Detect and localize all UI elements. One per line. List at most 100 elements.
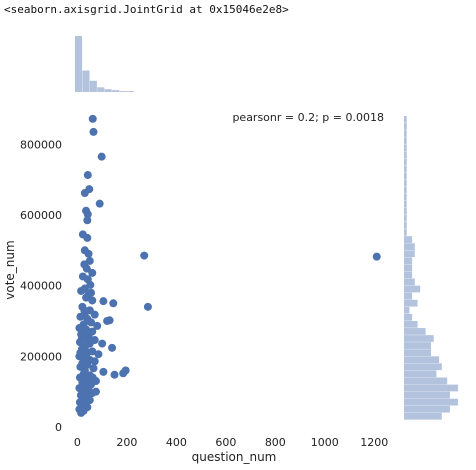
data-point: [90, 357, 99, 366]
marginal-y-bar: [404, 370, 437, 378]
marginal-x-bar: [89, 80, 97, 92]
scatter-points: [75, 114, 381, 417]
marginal-y-bar: [404, 186, 407, 194]
marginal-x-bar: [97, 87, 105, 92]
marginal-y-bar: [404, 377, 448, 385]
marginal-y-bar: [404, 236, 413, 243]
data-point: [88, 268, 97, 277]
marginal-y-bar: [404, 250, 415, 258]
marginal-y-bar: [404, 391, 450, 399]
marginal-y-bar: [404, 257, 413, 265]
y-tick-label: 0: [55, 421, 62, 434]
marginal-x-histogram: [74, 36, 135, 92]
data-point: [82, 264, 91, 273]
data-point: [143, 302, 152, 311]
data-point: [77, 408, 86, 417]
marginal-y-bar: [404, 151, 407, 159]
x-axis-label: question_num: [192, 450, 277, 464]
data-point: [82, 293, 91, 302]
data-point: [95, 199, 104, 208]
marginal-y-bar: [404, 137, 407, 144]
marginal-y-bar: [404, 207, 407, 215]
marginal-y-bar: [404, 214, 407, 222]
marginal-x-bar: [82, 70, 90, 92]
marginal-x-bar: [119, 91, 127, 92]
data-point: [103, 316, 112, 325]
marginal-y-bar: [404, 165, 407, 173]
data-point: [90, 310, 99, 319]
marginal-y-bar: [404, 320, 418, 328]
pearson-annotation: pearsonr = 0.2; p = 0.0018: [232, 111, 384, 124]
data-point: [83, 171, 92, 180]
marginal-y-bar: [404, 200, 407, 208]
marginal-y-bar: [404, 398, 458, 406]
marginal-y-bar: [404, 306, 410, 314]
data-point: [119, 369, 128, 378]
marginal-x-bar: [112, 90, 120, 92]
marginal-y-bar: [404, 342, 431, 349]
data-point: [77, 334, 86, 343]
marginal-x-bar: [126, 91, 135, 92]
marginal-y-bar: [404, 243, 415, 250]
data-point: [89, 127, 98, 136]
marginal-y-bar: [404, 363, 442, 371]
marginal-y-bar: [404, 130, 407, 137]
x-axis-ticks: 0 200 400 600 800 1000 1200: [74, 436, 388, 449]
data-point: [82, 380, 91, 389]
data-point: [93, 321, 102, 330]
x-tick-label: 400: [166, 436, 187, 449]
x-tick-label: 800: [265, 436, 286, 449]
data-point: [99, 367, 108, 376]
data-point: [88, 373, 97, 382]
marginal-y-bar: [404, 412, 442, 420]
marginal-y-bar: [404, 285, 421, 293]
data-point: [75, 324, 84, 333]
data-point: [83, 216, 92, 225]
data-point: [76, 312, 85, 321]
marginal-y-bar: [404, 144, 407, 152]
data-point: [94, 350, 103, 359]
marginal-y-bar: [404, 116, 407, 123]
marginal-y-bar: [404, 193, 407, 201]
data-point: [109, 299, 118, 308]
data-point: [84, 331, 93, 340]
data-point: [83, 210, 92, 219]
data-point: [76, 348, 85, 357]
marginal-y-bar: [404, 179, 407, 187]
marginal-y-bar: [404, 292, 413, 300]
data-point: [98, 339, 107, 348]
marginal-y-bar: [404, 335, 434, 342]
data-point: [372, 252, 381, 261]
marginal-y-bar: [404, 328, 426, 335]
data-point: [77, 286, 86, 295]
x-tick-label: 600: [215, 436, 236, 449]
data-point: [89, 364, 98, 373]
data-point: [88, 114, 97, 123]
marginal-y-bar: [404, 222, 407, 229]
marginal-y-bar: [404, 264, 413, 272]
marginal-y-bar: [404, 299, 418, 307]
data-point: [99, 297, 108, 306]
marginal-y-bar: [404, 172, 407, 180]
marginal-y-bar: [404, 349, 431, 357]
marginal-y-bar: [404, 123, 407, 130]
y-axis-label: vote_num: [3, 240, 17, 299]
data-point: [97, 152, 106, 161]
data-point: [110, 370, 119, 379]
marginal-y-bar: [404, 158, 407, 166]
marginal-y-bar: [404, 278, 415, 286]
data-point: [87, 318, 96, 327]
marginal-x-bar: [104, 89, 112, 92]
data-point: [83, 233, 92, 242]
data-point: [84, 249, 93, 258]
y-axis-ticks: 0 200000 400000 600000 800000: [20, 138, 62, 434]
marginal-y-bar: [404, 384, 458, 392]
output-repr-text: <seaborn.axisgrid.JointGrid at 0x15046e2…: [4, 3, 289, 16]
data-point: [80, 189, 89, 198]
data-point: [91, 387, 100, 396]
y-tick-label: 800000: [20, 138, 62, 151]
x-tick-label: 0: [74, 436, 81, 449]
data-point: [87, 288, 96, 297]
marginal-y-bar: [404, 271, 413, 279]
